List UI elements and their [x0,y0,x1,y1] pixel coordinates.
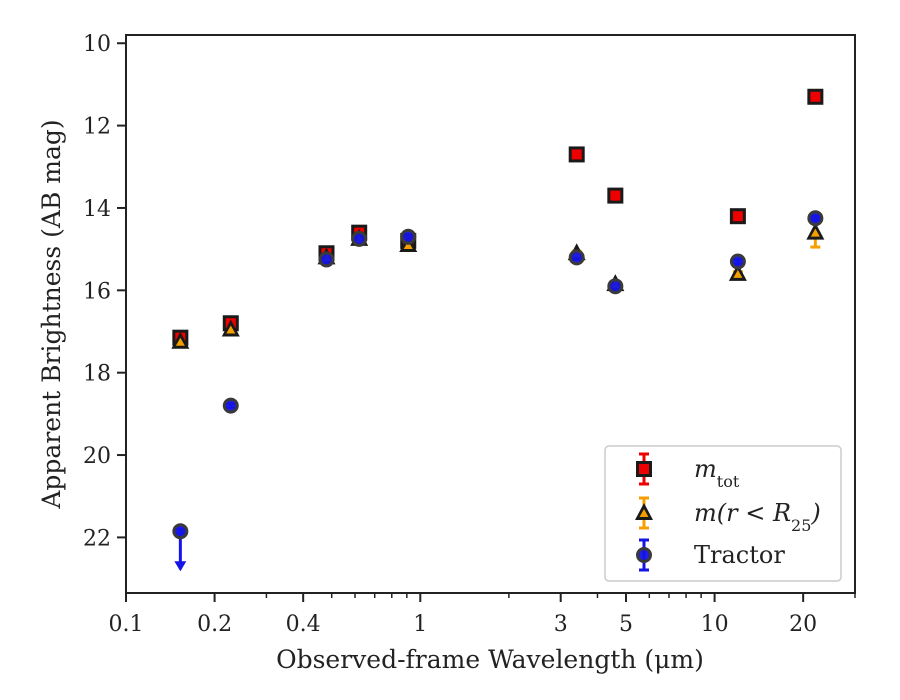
circle-data-point [568,249,585,266]
data-points [171,88,825,540]
triangle-marker-fill [733,269,743,278]
x-tick-label: 0.4 [286,612,321,637]
square-marker-fill [610,190,621,201]
square-marker-fill [571,149,582,160]
circle-data-point [400,228,417,245]
y-tick-label: 10 [83,32,111,57]
circle-data-point [222,397,239,414]
square-marker-fill [732,211,743,222]
triangle-marker-fill [403,241,413,250]
x-tick-label: 0.1 [109,612,144,637]
square-data-point [807,88,824,105]
x-tick-label: 0.2 [197,612,232,637]
circle-data-point [607,278,624,295]
y-axis-label: Apparent Brightness (AB mag) [37,119,66,509]
legend-square-marker [636,461,652,477]
y-tick-label: 22 [83,526,111,551]
circle-data-point [729,253,746,270]
circle-data-point [807,210,824,227]
triangle-marker-fill [175,337,185,346]
y-tick-label: 14 [83,197,111,222]
y-tick-label: 12 [83,115,111,140]
legend-label: Tractor [694,541,785,569]
x-tick-label: 5 [619,612,633,637]
plot-frame [125,34,856,594]
square-data-point [568,146,585,163]
legend-label-main: m [694,455,717,483]
legend-entry: Tractor [636,538,785,572]
square-data-point [729,208,746,225]
legend-circle-marker [636,547,652,563]
x-axis-label: Observed-frame Wavelength (μm) [276,645,704,674]
legend-entry: m(r < R25) [635,496,821,535]
triangle-data-point [221,319,240,337]
triangle-data-point [728,263,747,281]
legend-label-suffix: ) [810,499,820,527]
square-marker-fill [639,464,649,474]
triangle-marker-fill [639,509,649,517]
triangle-marker-fill [810,228,820,237]
legend-label: m(r < R25) [694,499,821,535]
triangle-data-point [806,222,825,240]
triangle-data-point [171,331,190,349]
x-tick-label: 20 [789,612,817,637]
legend-entry: mtot [636,452,740,491]
legend-label: mtot [694,455,740,491]
circle-data-point [351,230,368,247]
square-data-point [607,187,624,204]
legend-label-main: m(r < R [694,499,791,527]
y-tick-label: 18 [83,362,111,387]
triangle-marker-fill [226,325,236,334]
y-tick-label: 16 [83,279,111,304]
legend-label-subscript: tot [717,472,740,491]
legend: mtot m(r < R25) Tractor [604,445,842,582]
circle-data-point [172,523,189,540]
legend-label-main: Tractor [694,541,785,569]
x-tick-label: 1 [413,612,427,637]
legend-box [604,445,842,582]
legend-triangle-marker [635,503,653,520]
square-marker-fill [810,91,821,102]
legend-label-subscript: 25 [791,516,811,535]
circle-data-point [318,251,335,268]
upper-limit-arrow-head [174,561,187,572]
x-tick-label: 3 [554,612,568,637]
x-tick-label: 10 [701,612,729,637]
y-tick-label: 20 [83,444,111,469]
axis-ticks: 0.1 0.2 0.4 1 3 5 10 20 10 12 14 16 18 20 22 [83,32,856,637]
